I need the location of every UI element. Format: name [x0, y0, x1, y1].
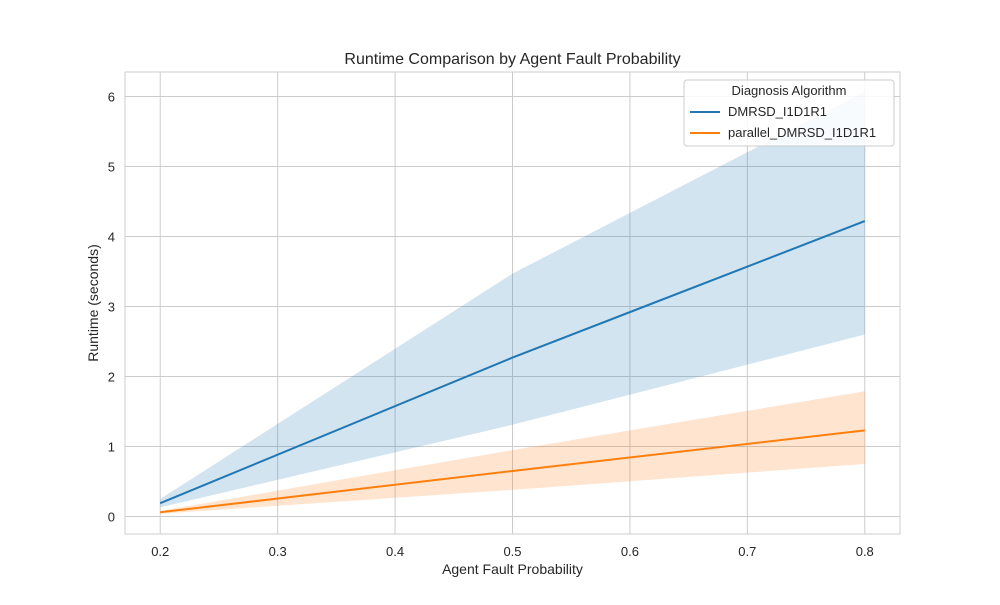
data-point-dmrsd-i1d1r1 [864, 220, 866, 222]
data-point-dmrsd-i1d1r1 [159, 502, 161, 504]
x-tick-labels: 0.2 0.3 0.4 0.5 0.6 0.7 0.8 [151, 544, 874, 559]
data-point-parallel-dmrsd-i1d1r1 [864, 429, 866, 431]
y-tick-label: 4 [108, 230, 115, 245]
y-tick-label: 0 [108, 510, 115, 525]
x-axis-label: Agent Fault Probability [442, 561, 583, 577]
legend-label-parallel-dmrsd: parallel_DMRSD_I1D1R1 [728, 125, 876, 140]
legend: Diagnosis Algorithm DMRSD_I1D1R1 paralle… [683, 79, 895, 147]
legend-label-dmrsd: DMRSD_I1D1R1 [728, 104, 827, 119]
chart-title: Runtime Comparison by Agent Fault Probab… [344, 51, 680, 68]
x-tick-label: 0.7 [738, 544, 756, 559]
confidence-band-dmrsd-i1d1r1 [160, 91, 865, 508]
x-tick-label: 0.6 [621, 544, 639, 559]
confidence-band-parallel-dmrsd-i1d1r1 [160, 391, 865, 514]
x-tick-label: 0.8 [856, 544, 874, 559]
y-axis-label: Runtime (seconds) [85, 244, 101, 362]
data-point-parallel-dmrsd-i1d1r1 [159, 511, 161, 513]
series-line-parallel-dmrsd-i1d1r1 [160, 429, 865, 514]
gridlines [125, 72, 900, 534]
legend-title: Diagnosis Algorithm [732, 83, 847, 98]
x-tick-label: 0.2 [151, 544, 169, 559]
series-line-dmrsd-i1d1r1 [159, 220, 866, 505]
y-tick-label: 6 [108, 90, 115, 105]
confidence-bands [160, 91, 865, 514]
x-tick-label: 0.3 [269, 544, 287, 559]
x-tick-label: 0.4 [386, 544, 404, 559]
y-tick-label: 2 [108, 370, 115, 385]
y-tick-label: 1 [108, 440, 115, 455]
plot-frame [124, 71, 901, 535]
x-tick-label: 0.5 [503, 544, 521, 559]
legend-box [683, 79, 895, 147]
series-lines [159, 220, 866, 514]
y-tick-label: 5 [108, 160, 115, 175]
y-tick-labels: 0 1 2 3 4 5 6 [108, 90, 115, 525]
data-point-parallel-dmrsd-i1d1r1 [512, 470, 514, 472]
data-point-dmrsd-i1d1r1 [512, 357, 514, 359]
y-tick-label: 3 [108, 300, 115, 315]
